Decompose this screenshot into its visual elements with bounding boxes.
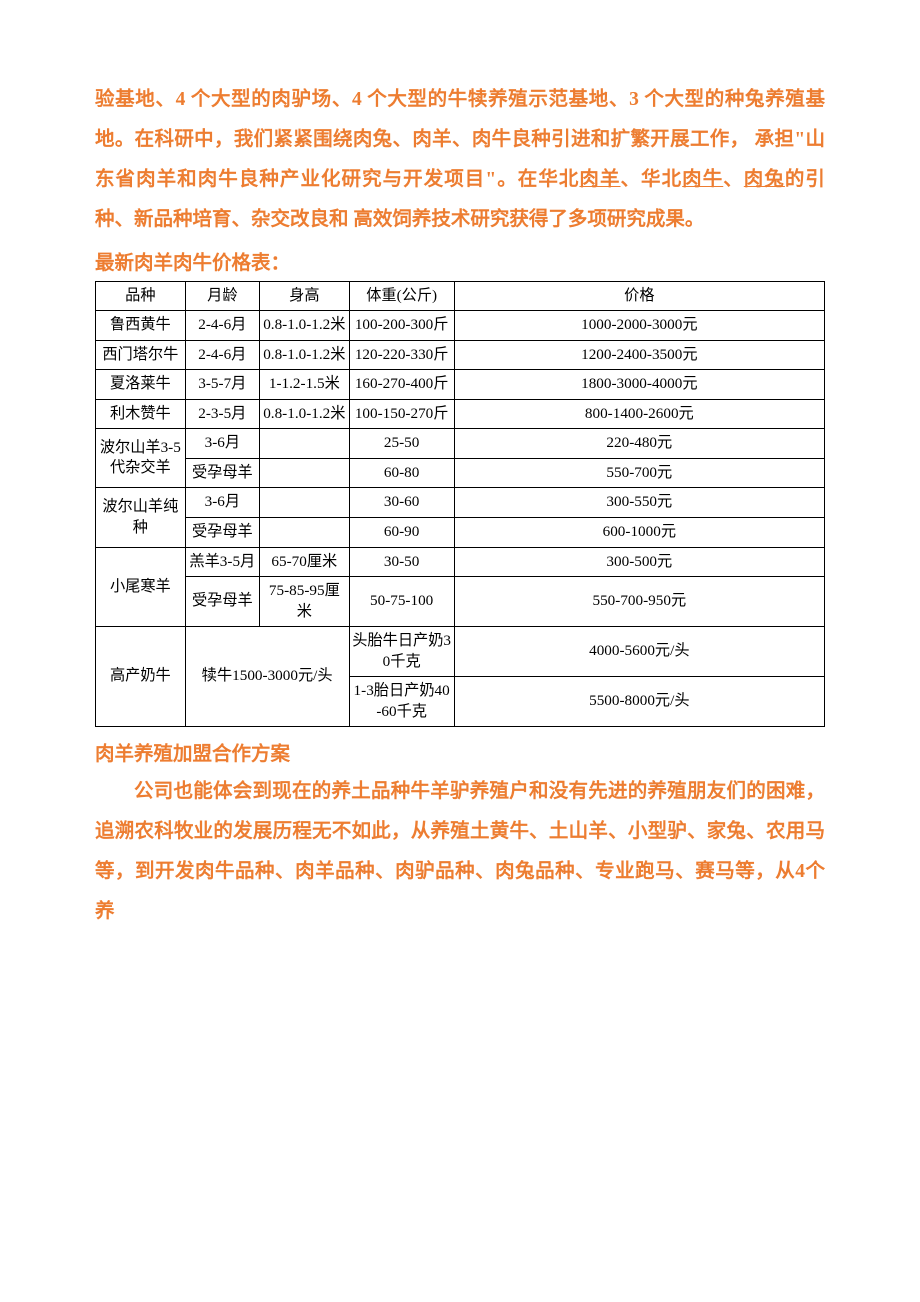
cell-weight: 30-50 xyxy=(349,547,454,577)
cell-price: 300-550元 xyxy=(454,488,824,518)
table-row: 高产奶牛 犊牛1500-3000元/头 头胎牛日产奶30千克 4000-5600… xyxy=(96,627,825,677)
cell-age: 2-3-5月 xyxy=(185,399,259,429)
intro-paragraph: 验基地、4 个大型的肉驴场、4 个大型的牛犊养殖示范基地、3 个大型的种兔养殖基… xyxy=(95,80,825,240)
cell-price: 550-700元 xyxy=(454,458,824,488)
cell-price: 1800-3000-4000元 xyxy=(454,370,824,400)
cell-height: 0.8-1.0-1.2米 xyxy=(260,311,350,341)
cell-weight: 100-150-270斤 xyxy=(349,399,454,429)
link-rabbit[interactable]: 肉兔 xyxy=(744,169,785,190)
cell-age: 受孕母羊 xyxy=(185,518,259,548)
cell-breed: 西门塔尔牛 xyxy=(96,340,186,370)
cell-height xyxy=(260,488,350,518)
price-table: 品种 月龄 身高 体重(公斤) 价格 鲁西黄牛 2-4-6月 0.8-1.0-1… xyxy=(95,281,825,727)
table-header-row: 品种 月龄 身高 体重(公斤) 价格 xyxy=(96,281,825,311)
col-age: 月龄 xyxy=(185,281,259,311)
cell-weight: 60-80 xyxy=(349,458,454,488)
cell-price: 1000-2000-3000元 xyxy=(454,311,824,341)
table-row: 受孕母羊 60-80 550-700元 xyxy=(96,458,825,488)
cell-height: 0.8-1.0-1.2米 xyxy=(260,340,350,370)
cell-price: 5500-8000元/头 xyxy=(454,677,824,727)
cell-weight: 50-75-100 xyxy=(349,577,454,627)
intro-m2: 、 xyxy=(723,169,744,190)
col-height: 身高 xyxy=(260,281,350,311)
cell-price: 1200-2400-3500元 xyxy=(454,340,824,370)
cell-breed: 夏洛莱牛 xyxy=(96,370,186,400)
intro-m1: 、华北 xyxy=(621,169,683,190)
cell-weight: 60-90 xyxy=(349,518,454,548)
link-sheep[interactable]: 肉羊 xyxy=(579,169,620,190)
cell-age: 受孕母羊 xyxy=(185,458,259,488)
cell-breed: 波尔山羊3-5代杂交羊 xyxy=(96,429,186,488)
table-row: 西门塔尔牛 2-4-6月 0.8-1.0-1.2米 120-220-330斤 1… xyxy=(96,340,825,370)
cell-age: 2-4-6月 xyxy=(185,311,259,341)
table-row: 波尔山羊纯种 3-6月 30-60 300-550元 xyxy=(96,488,825,518)
col-weight: 体重(公斤) xyxy=(349,281,454,311)
table-row: 鲁西黄牛 2-4-6月 0.8-1.0-1.2米 100-200-300斤 10… xyxy=(96,311,825,341)
cell-age: 受孕母羊 xyxy=(185,577,259,627)
link-cattle[interactable]: 肉牛 xyxy=(682,169,723,190)
cell-weight: 160-270-400斤 xyxy=(349,370,454,400)
cell-age: 羔羊3-5月 xyxy=(185,547,259,577)
table-row: 受孕母羊 75-85-95厘米 50-75-100 550-700-950元 xyxy=(96,577,825,627)
col-breed: 品种 xyxy=(96,281,186,311)
cell-weight: 头胎牛日产奶30千克 xyxy=(349,627,454,677)
table-row: 夏洛莱牛 3-5-7月 1-1.2-1.5米 160-270-400斤 1800… xyxy=(96,370,825,400)
cell-price: 800-1400-2600元 xyxy=(454,399,824,429)
cell-breed: 波尔山羊纯种 xyxy=(96,488,186,547)
cell-weight: 100-200-300斤 xyxy=(349,311,454,341)
col-price: 价格 xyxy=(454,281,824,311)
table-row: 受孕母羊 60-90 600-1000元 xyxy=(96,518,825,548)
cell-age: 2-4-6月 xyxy=(185,340,259,370)
section2-title: 肉羊养殖加盟合作方案 xyxy=(95,737,825,766)
cell-breed: 利木赞牛 xyxy=(96,399,186,429)
cell-price: 300-500元 xyxy=(454,547,824,577)
cell-price: 550-700-950元 xyxy=(454,577,824,627)
cell-weight: 1-3胎日产奶40-60千克 xyxy=(349,677,454,727)
section2-paragraph: 公司也能体会到现在的养土品种牛羊驴养殖户和没有先进的养殖朋友们的困难，追溯农科牧… xyxy=(95,772,825,932)
table-row: 利木赞牛 2-3-5月 0.8-1.0-1.2米 100-150-270斤 80… xyxy=(96,399,825,429)
cell-breed: 高产奶牛 xyxy=(96,627,186,727)
cell-height: 0.8-1.0-1.2米 xyxy=(260,399,350,429)
price-table-heading: 最新肉羊肉牛价格表： xyxy=(95,246,825,275)
table-row: 小尾寒羊 羔羊3-5月 65-70厘米 30-50 300-500元 xyxy=(96,547,825,577)
cell-breed: 小尾寒羊 xyxy=(96,547,186,627)
cell-age: 3-6月 xyxy=(185,429,259,459)
cell-weight: 30-60 xyxy=(349,488,454,518)
cell-height xyxy=(260,518,350,548)
cell-price: 4000-5600元/头 xyxy=(454,627,824,677)
cell-weight: 25-50 xyxy=(349,429,454,459)
cell-calf: 犊牛1500-3000元/头 xyxy=(185,627,349,727)
cell-price: 220-480元 xyxy=(454,429,824,459)
cell-age: 3-5-7月 xyxy=(185,370,259,400)
cell-height: 1-1.2-1.5米 xyxy=(260,370,350,400)
table-row: 波尔山羊3-5代杂交羊 3-6月 25-50 220-480元 xyxy=(96,429,825,459)
cell-price: 600-1000元 xyxy=(454,518,824,548)
cell-height: 65-70厘米 xyxy=(260,547,350,577)
cell-weight: 120-220-330斤 xyxy=(349,340,454,370)
cell-age: 3-6月 xyxy=(185,488,259,518)
cell-height xyxy=(260,458,350,488)
cell-height xyxy=(260,429,350,459)
cell-breed: 鲁西黄牛 xyxy=(96,311,186,341)
cell-height: 75-85-95厘米 xyxy=(260,577,350,627)
